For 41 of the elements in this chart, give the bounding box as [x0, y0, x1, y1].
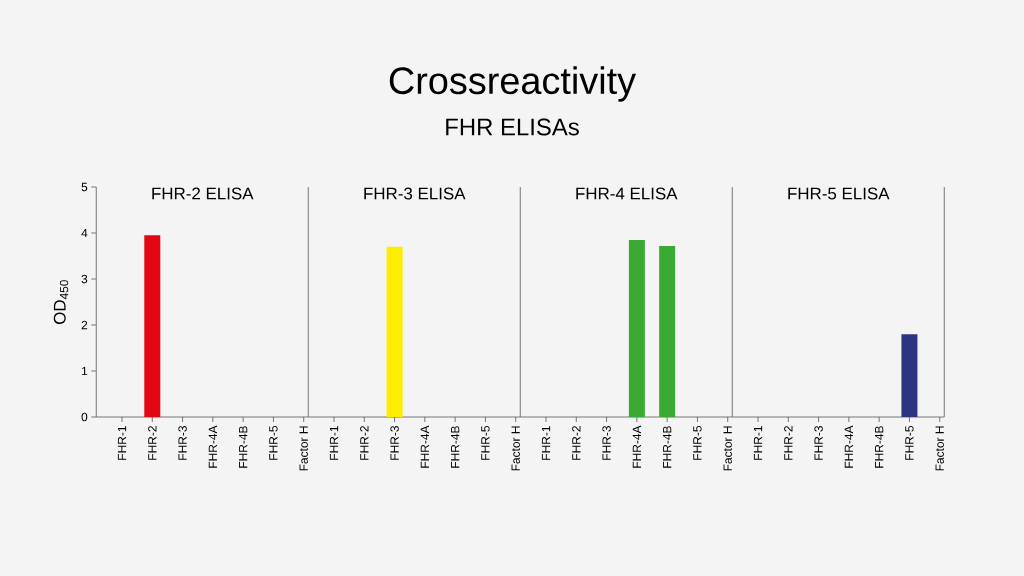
x-tick-label: Factor H — [511, 426, 520, 471]
y-tick-label: 0 — [81, 412, 88, 422]
x-tick-label: FHR-1 — [753, 426, 763, 460]
y-tick-label: 4 — [81, 228, 88, 238]
x-tick-label: FHR-4A — [208, 425, 217, 468]
chart-title: FHR-4 ELISA — [576, 187, 678, 200]
x-tick-label: FHR-3 — [178, 426, 187, 460]
text: Crossreactivity — [389, 66, 637, 102]
y-tick-label: 5 — [81, 182, 88, 192]
x-tick-label: FHR-2 — [572, 426, 581, 460]
x-tick-label: FHR-4B — [239, 426, 248, 468]
x-tick-label: FHR-4A — [844, 425, 853, 468]
x-tick-label: FHR-5 — [269, 426, 278, 460]
x-tick-label: FHR-1 — [329, 426, 339, 460]
text: FHR ELISAs — [446, 118, 579, 136]
x-tick-label: Factor H — [299, 426, 308, 471]
x-tick-label: FHR-4A — [632, 425, 641, 468]
chart-title: FHR-5 ELISA — [788, 187, 890, 200]
x-tick-label: FHR-3 — [814, 426, 823, 460]
x-tick-label: Factor H — [723, 426, 732, 471]
y-tick-label: 1 — [82, 366, 88, 376]
chart-title: FHR-3 ELISA — [364, 187, 466, 200]
x-tick-label: FHR-4A — [420, 425, 429, 468]
x-tick-label: Factor H — [935, 426, 944, 471]
x-tick-label: FHR-4B — [875, 426, 884, 468]
x-tick-label: FHR-4B — [451, 426, 460, 468]
x-tick-label: FHR-1 — [117, 426, 127, 460]
x-tick-label: FHR-1 — [541, 426, 551, 460]
x-tick-label: FHR-5 — [693, 426, 702, 460]
y-tick-label: 3 — [81, 274, 88, 284]
chart-title: FHR-2 ELISA — [152, 187, 254, 200]
x-tick-label: FHR-5 — [905, 426, 914, 460]
x-tick-label: FHR-4B — [663, 426, 672, 468]
x-tick-label: FHR-3 — [390, 426, 399, 460]
x-tick-label: FHR-3 — [602, 426, 611, 460]
x-tick-label: FHR-5 — [481, 426, 490, 460]
x-tick-label: FHR-2 — [360, 426, 369, 460]
y-axis-title: OD$_{450}$ — [53, 280, 69, 325]
x-tick-label: FHR-2 — [784, 426, 793, 460]
y-tick-label: 2 — [81, 320, 88, 330]
x-tick-label: FHR-2 — [148, 426, 157, 460]
